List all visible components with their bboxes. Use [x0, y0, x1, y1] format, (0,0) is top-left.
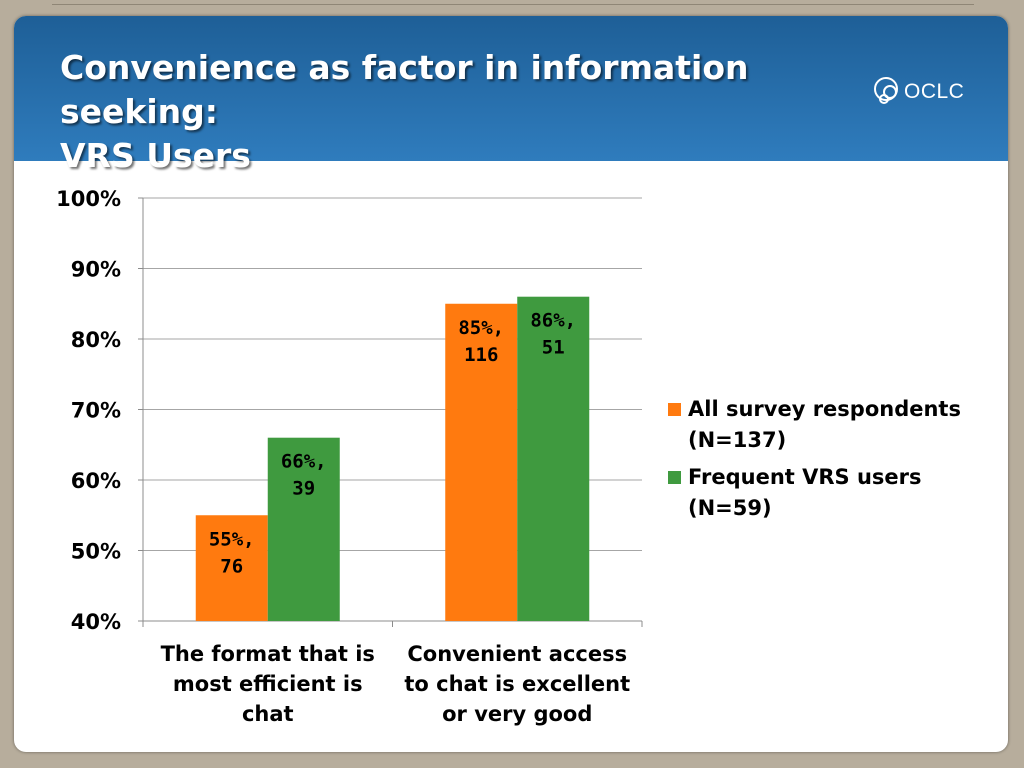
data-label: 39	[292, 478, 315, 500]
slide: Convenience as factor in information see…	[14, 16, 1008, 752]
x-category-label: most efficient is	[173, 672, 363, 696]
y-tick-label: 80%	[71, 328, 121, 352]
slide-header: Convenience as factor in information see…	[14, 16, 1008, 175]
data-label: 66%,	[281, 451, 327, 473]
y-tick-label: 60%	[71, 469, 121, 493]
data-label: 86%,	[530, 310, 576, 332]
y-tick-label: 70%	[71, 399, 121, 423]
legend-swatch	[668, 471, 681, 484]
title-line-1: Convenience as factor in information see…	[60, 48, 749, 131]
bar	[267, 437, 340, 621]
data-label: 51	[542, 337, 565, 359]
data-label: 55%,	[209, 528, 255, 550]
legend-label: Frequent VRS users (N=59)	[688, 465, 922, 520]
oclc-logo: OCLC	[872, 74, 972, 108]
legend-swatch	[668, 403, 681, 416]
y-tick-label: 90%	[71, 258, 121, 282]
y-tick-label: 100%	[56, 187, 121, 211]
data-label: 76	[220, 555, 243, 577]
y-tick-label: 50%	[71, 540, 121, 564]
bar	[445, 303, 518, 621]
x-category-label: chat	[242, 702, 294, 726]
data-label: 116	[464, 344, 498, 366]
x-category-label: The format that is	[161, 642, 375, 666]
oclc-logo-text: OCLC	[904, 80, 965, 103]
chart-legend: All survey respondents (N=137) Frequent V…	[668, 394, 998, 530]
data-label: 85%,	[458, 317, 504, 339]
slide-title: Convenience as factor in information see…	[60, 46, 860, 178]
bar	[517, 296, 590, 621]
y-tick-label: 40%	[71, 610, 121, 634]
oclc-logo-icon	[874, 77, 898, 104]
bar	[195, 515, 268, 621]
legend-item: Frequent VRS users (N=59)	[668, 462, 998, 524]
bar-chart: 40% 50% 60% 70% 80% 90% 100% 55%, 76 85%, 116 66%, 3…	[56, 187, 643, 726]
title-line-2: VRS Users	[60, 136, 251, 175]
legend-item: All survey respondents (N=137)	[668, 394, 998, 456]
x-category-label: to chat is excellent	[404, 672, 630, 696]
x-category-label: or very good	[442, 702, 592, 726]
top-border-strip	[52, 0, 974, 5]
x-category-label: Convenient access	[407, 642, 627, 666]
legend-label: All survey respondents (N=137)	[688, 397, 961, 452]
